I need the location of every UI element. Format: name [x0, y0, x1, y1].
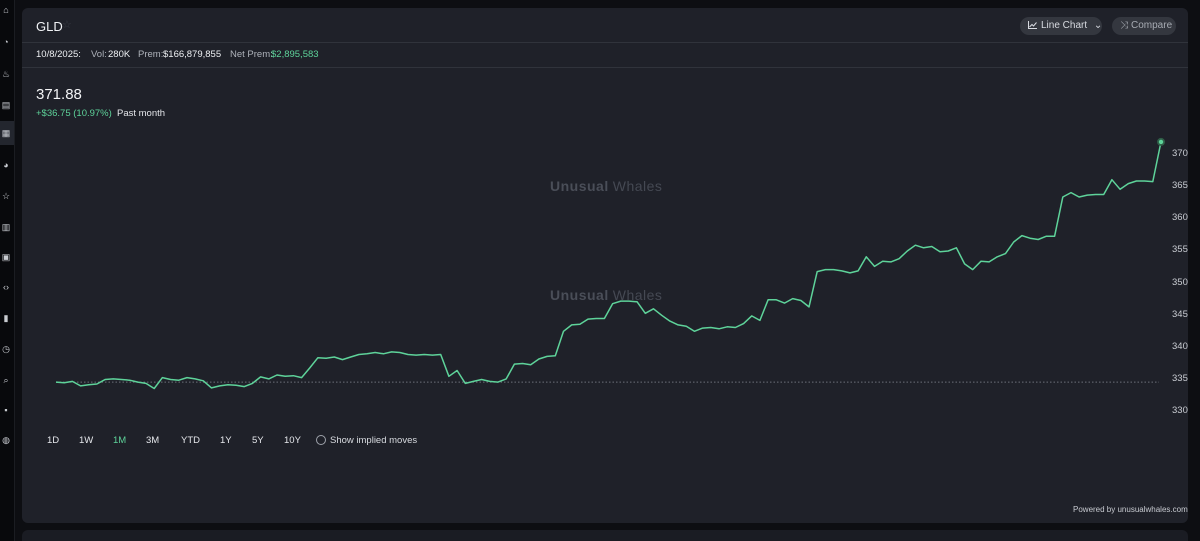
chart-type-dropdown[interactable]: Line Chart ⌄ — [1020, 17, 1102, 35]
clock-icon[interactable]: ◷ — [2, 344, 10, 354]
chart-type-label: Line Chart — [1041, 20, 1088, 31]
implied-moves-label: Show implied moves — [330, 435, 418, 446]
next-panel-edge — [22, 530, 1188, 541]
volume-label: Vol: — [91, 49, 107, 60]
stats-bar: 10/8/2025: Vol: 280K Prem: $166,879,855 … — [22, 43, 1188, 68]
grid-icon[interactable]: ▦ — [1, 128, 11, 138]
radio-icon[interactable] — [316, 435, 326, 445]
premium-label: Prem: — [138, 49, 164, 60]
code-icon[interactable]: ‹› — [3, 282, 9, 292]
net-premium-label: Net Prem: — [230, 49, 273, 60]
last-point-marker[interactable] — [1158, 139, 1164, 145]
compare-button[interactable]: ⤨ Compare — [1112, 17, 1176, 35]
plus-icon[interactable]: ▣ — [1, 252, 11, 262]
calendar-icon[interactable]: ▤ — [1, 100, 11, 110]
y-tick-label: 345 — [1172, 308, 1188, 320]
y-tick-label: 350 — [1172, 276, 1188, 288]
chevron-down-icon: ⌄ — [1093, 20, 1103, 31]
ticker-symbol: GLD — [36, 19, 63, 34]
watermark-word-2: Whales — [612, 287, 663, 303]
y-tick-label: 330 — [1172, 405, 1188, 416]
volume-value: 280K — [108, 49, 131, 60]
line-chart-icon — [1028, 21, 1037, 30]
period-label: Past month — [117, 108, 166, 119]
pie-icon[interactable]: ◕ — [3, 160, 9, 170]
watermark-word-2: Whales — [612, 178, 663, 194]
price-change: +$36.75 (10.97%) — [36, 108, 112, 119]
range-1m-button[interactable]: 1M — [113, 435, 127, 446]
sidebar: ⌂ ◔ ♨ ▤ ▦ ◕ ☆ ▥ ▣ ‹› ▮ ◷ ⌕ ▪ ◍ — [0, 0, 15, 541]
favorite-star-icon[interactable]: ☆ — [62, 19, 72, 31]
range-ytd-button[interactable]: YTD — [181, 435, 200, 446]
flag-icon[interactable]: ▪ — [4, 405, 8, 415]
book-icon[interactable]: ▮ — [3, 313, 9, 323]
y-tick-label: 370 — [1172, 148, 1188, 159]
stats-date: 10/8/2025: — [36, 49, 81, 60]
bar-icon[interactable]: ▥ — [1, 222, 11, 232]
net-premium-value: $2,895,583 — [271, 49, 319, 60]
chart-icon[interactable]: ◔ — [3, 37, 9, 47]
star-icon[interactable]: ☆ — [1, 191, 11, 201]
y-tick-label: 340 — [1172, 340, 1188, 352]
range-3m-button[interactable]: 3M — [146, 435, 160, 446]
implied-moves-toggle[interactable]: Show implied moves — [316, 435, 417, 446]
range-1y-button[interactable]: 1Y — [220, 435, 232, 446]
watermark-word-1: Unusual — [550, 178, 609, 194]
search-icon[interactable]: ⌕ — [3, 375, 9, 385]
range-1d-button[interactable]: 1D — [47, 435, 60, 446]
premium-value: $166,879,855 — [163, 49, 222, 60]
sidebar-active-item — [0, 121, 14, 145]
y-tick-label: 335 — [1172, 372, 1188, 384]
alert-icon[interactable]: ◍ — [2, 435, 10, 445]
chart-panel: GLD ☆ Line Chart ⌄ ⤨ Compare 10/8/2025: V… — [22, 8, 1188, 523]
range-5y-button[interactable]: 5Y — [252, 435, 264, 446]
y-tick-label: 365 — [1172, 180, 1188, 192]
powered-by: Powered by unusualwhales.com — [1073, 505, 1188, 514]
current-price: 371.88 — [36, 86, 82, 103]
price-line[interactable] — [55, 141, 1162, 390]
watermark: Unusual Whales — [550, 287, 662, 303]
shuffle-icon: ⤨ — [1120, 20, 1128, 31]
watermark: Unusual Whales — [550, 178, 662, 194]
range-10y-button[interactable]: 10Y — [284, 435, 301, 446]
y-tick-label: 355 — [1172, 244, 1188, 256]
range-1w-button[interactable]: 1W — [79, 435, 94, 446]
watermark-word-1: Unusual — [550, 287, 609, 303]
home-icon[interactable]: ⌂ — [3, 5, 9, 15]
panel-header: GLD ☆ Line Chart ⌄ ⤨ Compare — [22, 8, 1188, 43]
compare-label: Compare — [1131, 20, 1173, 31]
y-tick-label: 360 — [1172, 212, 1188, 224]
flame-icon[interactable]: ♨ — [1, 69, 11, 79]
price-chart[interactable] — [22, 8, 1188, 523]
